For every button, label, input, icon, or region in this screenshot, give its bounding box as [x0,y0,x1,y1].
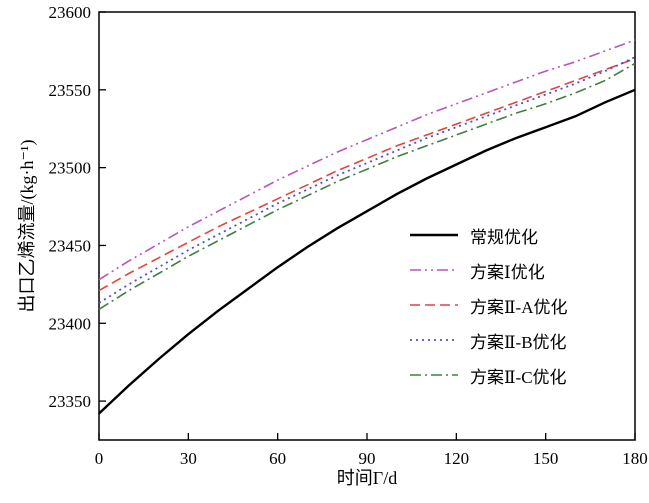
y-tick-label: 23550 [49,81,92,100]
x-axis-label: 时间Γ/d [336,468,398,488]
legend-label: 方案Ⅱ-A优化 [470,297,568,317]
x-tick-label: 90 [359,449,376,468]
x-tick-label: 150 [533,449,559,468]
y-tick-label: 23350 [49,392,92,411]
x-tick-label: 30 [180,449,197,468]
legend-entry: 方案Ⅱ-A优化 [408,294,568,317]
legend-entry: 方案Ⅱ-B优化 [408,329,568,352]
x-tick-label: 60 [269,449,286,468]
x-tick-label: 0 [95,449,104,468]
y-tick-label: 23500 [49,159,92,178]
series-line-2 [98,57,636,292]
legend-entry: 常规优化 [408,224,568,247]
legend-entry: 方案Ⅰ优化 [408,259,568,282]
y-axis-label: 出口乙烯流量/(kg·h⁻¹) [17,139,37,313]
legend-label: 方案Ⅰ优化 [470,262,545,282]
legend-line-sample-dash-dot [410,374,458,376]
legend-entry: 方案Ⅱ-C优化 [408,364,568,387]
legend-line-sample-dash-dot-dot [410,269,458,271]
x-tick-label: 180 [622,449,648,468]
x-tick-label: 120 [444,449,470,468]
y-tick-label: 23450 [49,236,92,255]
series-line-1 [98,39,636,281]
y-tick-label: 23400 [49,314,92,333]
legend-line-sample-solid [410,233,458,237]
legend-label: 方案Ⅱ-B优化 [470,332,567,352]
series-line-4 [98,62,636,310]
legend: 常规优化 方案Ⅰ优化 方案Ⅱ-A优化 方案Ⅱ-B优化 方案Ⅱ-C优化 [408,224,568,387]
legend-label: 方案Ⅱ-C优化 [470,367,567,387]
series-line-3 [98,56,636,304]
legend-line-sample-dotted [410,339,458,341]
y-tick-label: 23600 [49,3,92,22]
series-line-0 [98,88,636,415]
legend-label: 常规优化 [470,227,538,247]
legend-line-sample-dashed [410,304,458,306]
